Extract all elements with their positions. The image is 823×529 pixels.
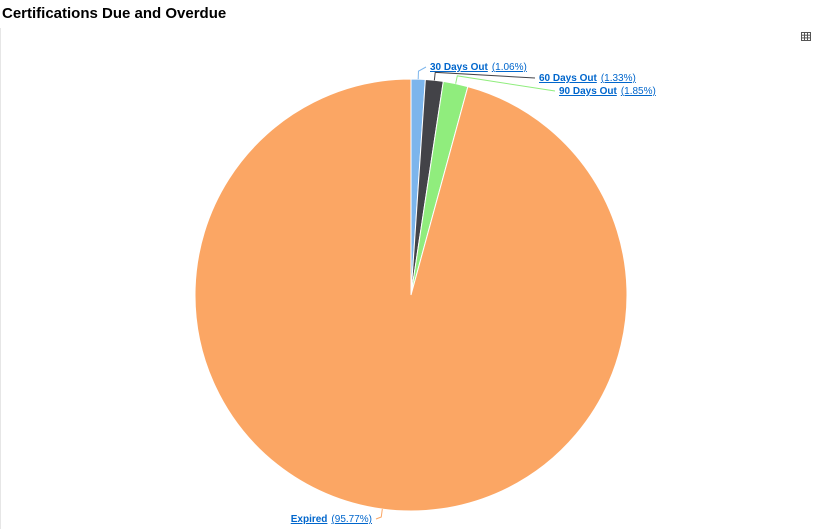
slice-value: (1.33%) [601, 73, 636, 84]
pie-slice [194, 78, 628, 512]
slice-label[interactable]: 30 Days Out (1.06%) [430, 62, 527, 73]
leader-line [417, 66, 427, 80]
slice-name: Expired [291, 514, 328, 525]
chart-title: Certifications Due and Overdue [2, 5, 226, 22]
leader-line [433, 71, 536, 81]
slice-label[interactable]: Expired (95.77%) [291, 514, 372, 525]
slice-value: (1.85%) [621, 86, 656, 97]
table-icon[interactable] [801, 32, 811, 41]
slice-value: (1.06%) [492, 62, 527, 73]
slice-label[interactable]: 90 Days Out (1.85%) [559, 86, 656, 97]
slice-name: 30 Days Out [430, 62, 488, 73]
leader-line [455, 75, 556, 92]
leader-line [375, 509, 383, 520]
slice-name: 90 Days Out [559, 86, 617, 97]
slice-label[interactable]: 60 Days Out (1.33%) [539, 73, 636, 84]
slice-value: (95.77%) [331, 514, 372, 525]
slice-name: 60 Days Out [539, 73, 597, 84]
